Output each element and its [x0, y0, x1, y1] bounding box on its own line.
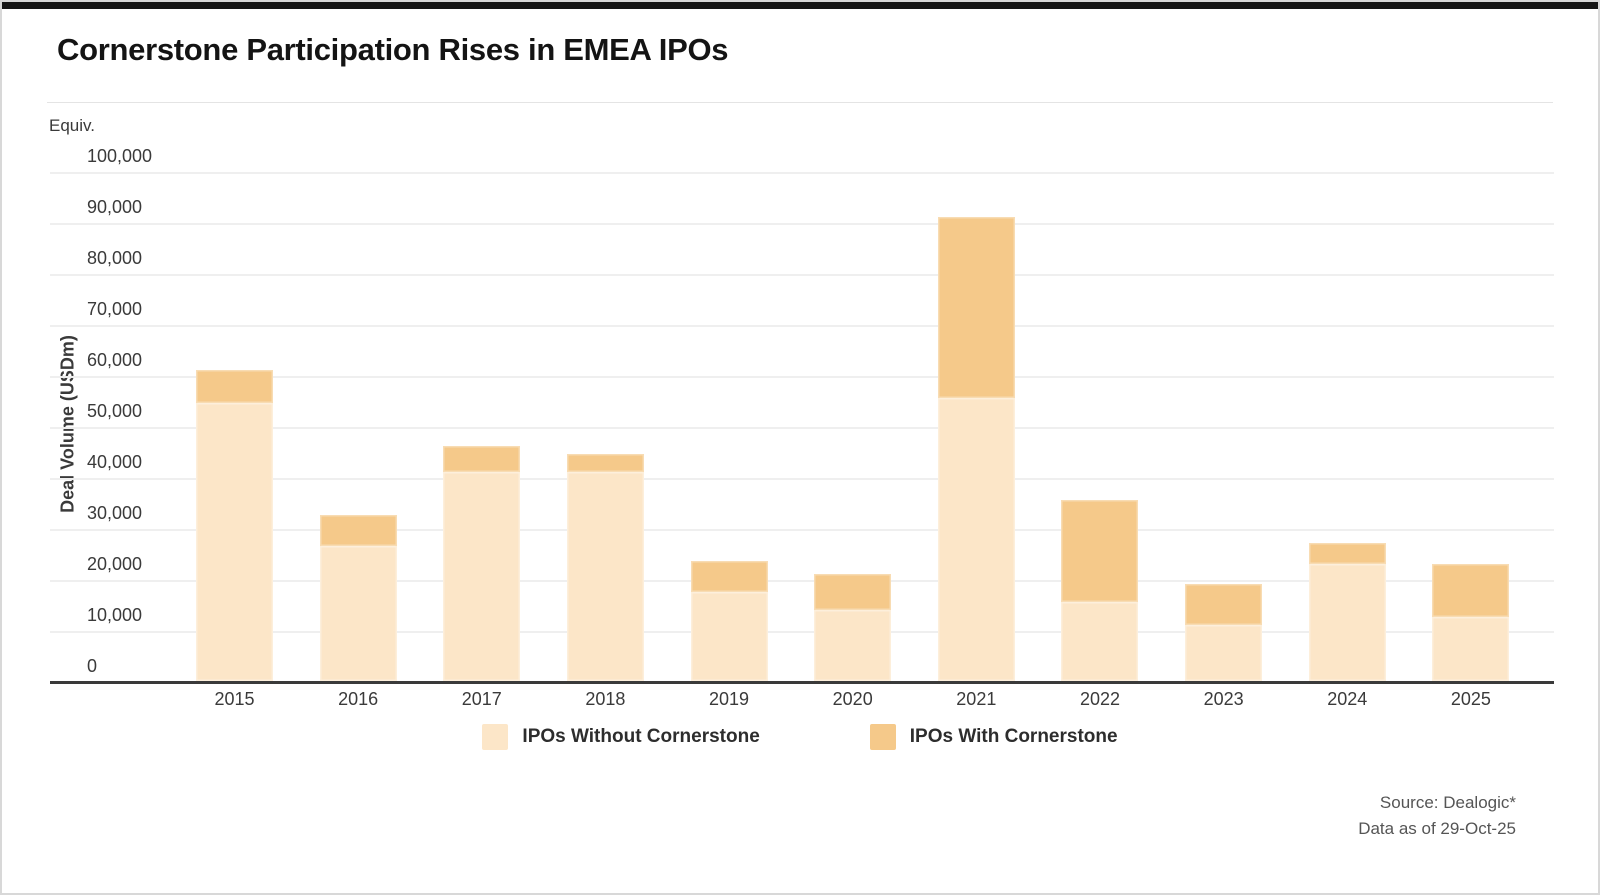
- y-tick-label: 0: [87, 656, 98, 676]
- gridline: [50, 223, 1554, 225]
- y-tick-label: 50,000: [87, 401, 143, 421]
- bar-segment-without-cornerstone: [1185, 624, 1263, 681]
- gridline: [50, 172, 1554, 174]
- legend-label: IPOs Without Cornerstone: [522, 726, 760, 747]
- y-tick-label: 70,000: [87, 299, 143, 319]
- legend-item-with-cornerstone: IPOs With Cornerstone: [869, 724, 1118, 750]
- bar-segment-without-cornerstone: [196, 403, 273, 681]
- bar-segment-with-cornerstone: [814, 573, 892, 610]
- bar-segment-without-cornerstone: [814, 609, 892, 681]
- y-tick-label: 20,000: [87, 554, 143, 574]
- bar-segment-without-cornerstone: [1061, 601, 1139, 681]
- gridline: [50, 325, 1554, 327]
- bar-segment-with-cornerstone: [1185, 584, 1263, 625]
- x-tick-label: 2022: [1079, 689, 1120, 709]
- x-tick-label: 2021: [956, 689, 997, 709]
- data-as-of-line: Data as of 29-Oct-25: [1358, 819, 1516, 838]
- bar-segment-with-cornerstone: [937, 216, 1015, 398]
- x-tick-label: 2025: [1450, 689, 1491, 709]
- bar-segment-without-cornerstone: [319, 545, 397, 681]
- x-tick-label: 2024: [1327, 689, 1368, 709]
- legend-swatch-with-cornerstone: [869, 724, 896, 750]
- y-tick-label: 100,000: [87, 146, 153, 166]
- window-top-strip: [2, 2, 1598, 9]
- chart-legend: IPOs Without Cornerstone IPOs With Corne…: [2, 724, 1598, 750]
- x-tick-label: 2015: [214, 689, 255, 709]
- bar-segment-with-cornerstone: [690, 561, 768, 592]
- gridline: [50, 529, 1554, 531]
- legend-label: IPOs With Cornerstone: [909, 726, 1118, 747]
- bar-segment-without-cornerstone: [1308, 563, 1386, 681]
- bar-segment-without-cornerstone: [1432, 617, 1510, 681]
- x-tick-label: 2020: [832, 689, 873, 709]
- x-tick-label: 2019: [709, 689, 750, 709]
- gridline: [50, 274, 1554, 276]
- y-tick-label: 10,000: [87, 605, 143, 625]
- y-tick-label: 80,000: [87, 248, 143, 268]
- gridline: [50, 478, 1554, 480]
- title-divider: [47, 102, 1553, 103]
- gridline: [50, 580, 1554, 582]
- y-tick-label: 90,000: [87, 197, 143, 217]
- x-tick-label: 2017: [461, 689, 502, 709]
- bar-segment-without-cornerstone: [937, 397, 1015, 681]
- y-axis-unit-label: Equiv.: [49, 116, 95, 135]
- gridline: [50, 427, 1554, 429]
- y-tick-label: 30,000: [87, 503, 143, 523]
- x-tick-label: 2018: [585, 689, 626, 709]
- y-tick-label: 60,000: [87, 350, 143, 370]
- x-tick-label: 2023: [1203, 689, 1244, 709]
- gridline: [50, 376, 1554, 378]
- bar-segment-with-cornerstone: [1308, 543, 1386, 564]
- bar-segment-with-cornerstone: [1061, 499, 1139, 602]
- bar-segment-without-cornerstone: [690, 591, 768, 681]
- source-line: Source: Dealogic*: [1379, 793, 1516, 812]
- bar-segment-without-cornerstone: [566, 471, 644, 681]
- legend-item-without-cornerstone: IPOs Without Cornerstone: [482, 724, 760, 750]
- legend-swatch-without-cornerstone: [482, 724, 509, 750]
- bar-segment-with-cornerstone: [196, 369, 273, 404]
- bar-segment-with-cornerstone: [1432, 563, 1510, 618]
- bar-segment-with-cornerstone: [319, 515, 397, 546]
- gridline: [50, 631, 1554, 633]
- x-axis-line: [50, 681, 1554, 684]
- bar-segment-without-cornerstone: [443, 471, 521, 681]
- y-axis-title: Deal Volume (USDm): [57, 335, 78, 513]
- x-tick-label: 2016: [338, 689, 379, 709]
- bar-segment-with-cornerstone: [443, 446, 521, 472]
- bar-segment-with-cornerstone: [566, 454, 644, 472]
- chart-title: Cornerstone Participation Rises in EMEA …: [57, 32, 729, 67]
- y-tick-label: 40,000: [87, 452, 143, 472]
- source-note: Source: Dealogic* Data as of 29-Oct-25: [1358, 790, 1516, 842]
